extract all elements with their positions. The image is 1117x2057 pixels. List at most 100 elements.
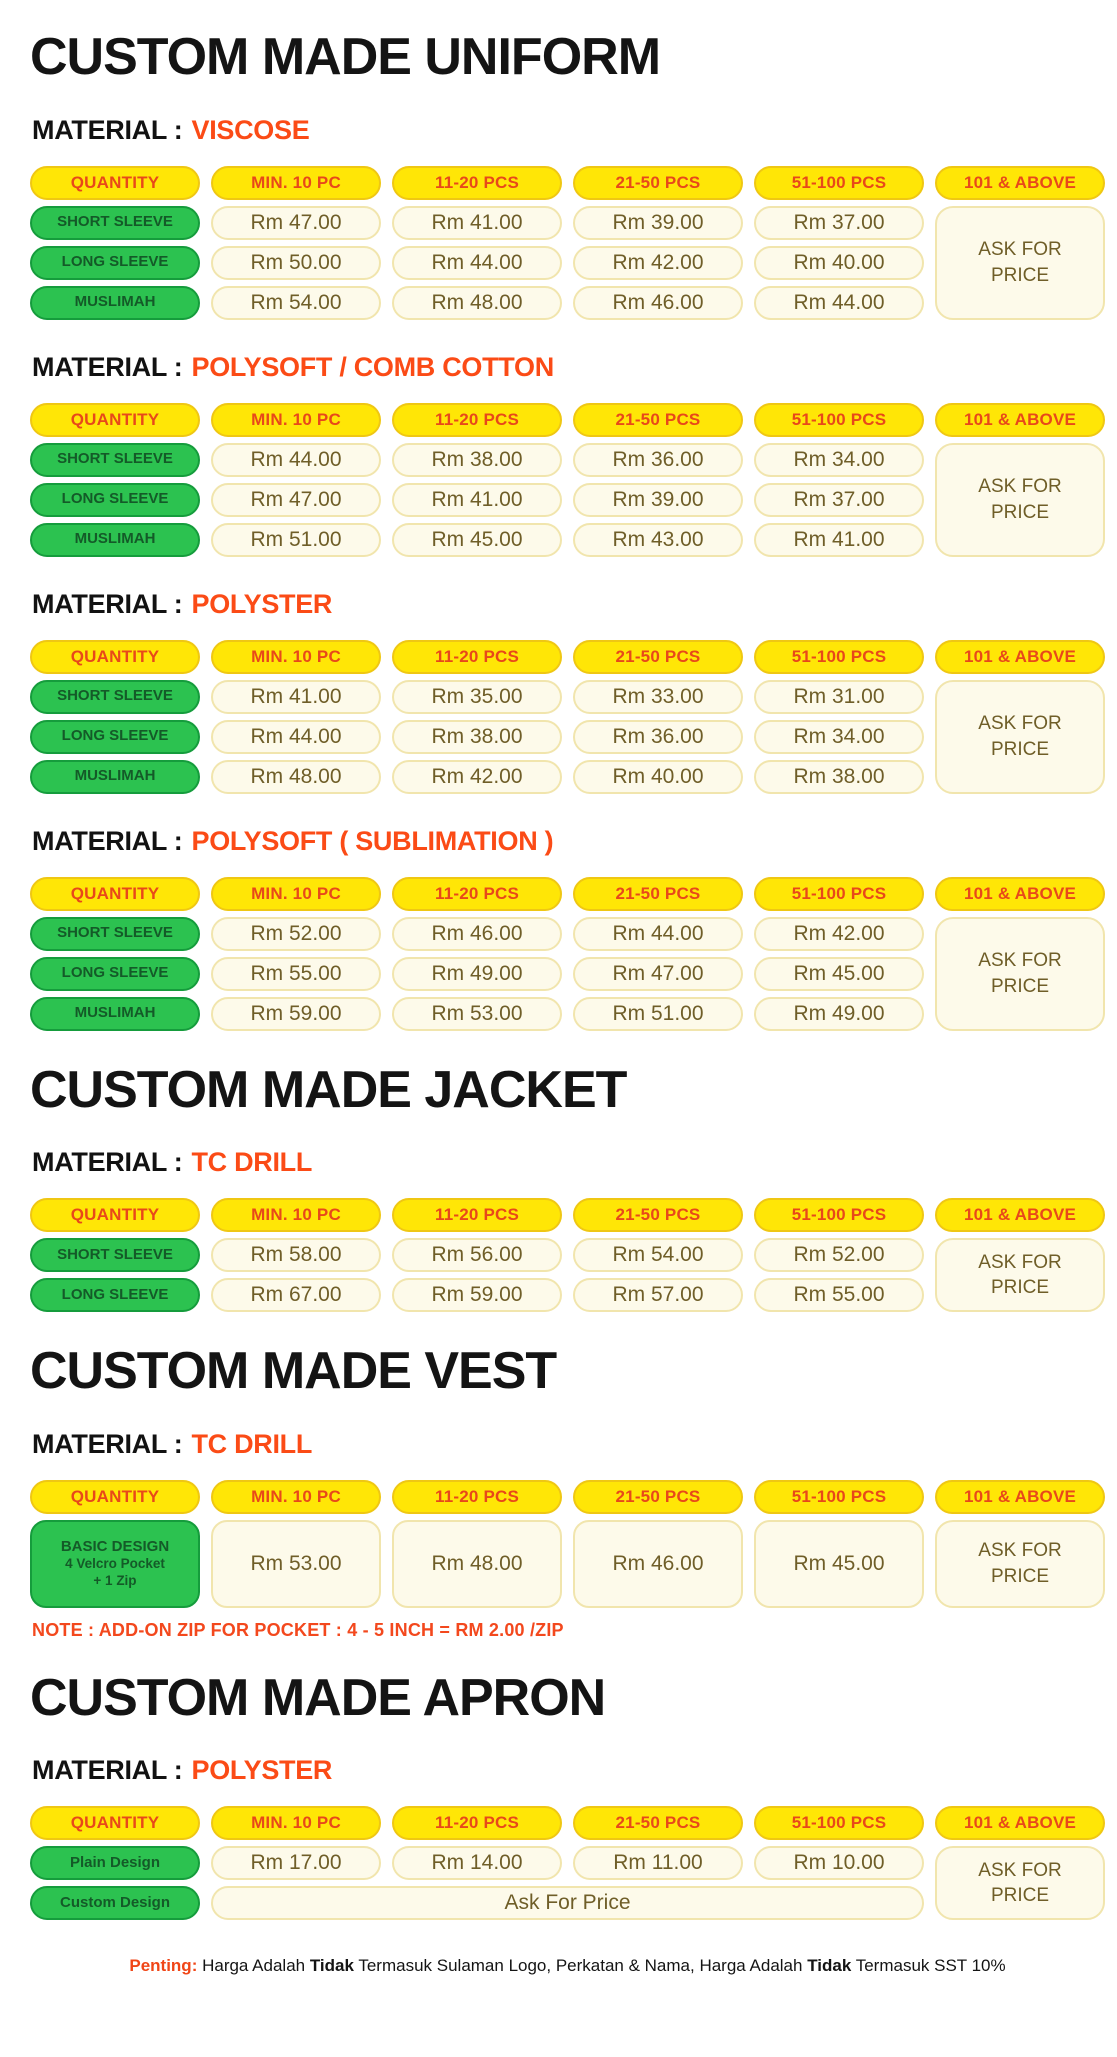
price-cell: Rm 59.00 [392,1278,562,1313]
price-cell: Rm 49.00 [754,996,924,1031]
ask-for-price-cell: ASK FOR PRICE [935,916,1105,1031]
row-label: LONG SLEEVE [30,956,200,991]
price-cell: Rm 38.00 [392,719,562,754]
column-header: QUANTITY [30,1479,200,1514]
column-header: 11-20 PCS [392,1198,562,1233]
column-header: 21-50 PCS [573,1806,743,1841]
price-cell: Rm 14.00 [392,1846,562,1881]
row-label-text: LONG SLEEVE [61,727,169,745]
price-table: QUANTITY MIN. 10 PC 11-20 PCS 21-50 PCS 51-1… [30,876,1105,1031]
row-label-text: LONG SLEEVE [61,1285,169,1303]
price-cell: Rm 47.00 [211,205,381,240]
column-header: 101 & ABOVE [935,402,1105,437]
price-cell: Rm 48.00 [211,759,381,794]
column-header: 101 & ABOVE [935,1198,1105,1233]
price-cell: Rm 38.00 [392,442,562,477]
price-cell: Rm 67.00 [211,1278,381,1313]
price-cell: Rm 43.00 [573,522,743,557]
row-label-text: SHORT SLEEVE [57,924,173,942]
material-name: POLYSOFT / COMB COTTON [191,351,554,382]
column-header: MIN. 10 PC [211,1806,381,1841]
row-label: LONG SLEEVE [30,1278,200,1313]
row-label-text: MUSLIMAH [74,1004,156,1022]
price-cell: Rm 35.00 [392,679,562,714]
price-cell: Rm 39.00 [573,482,743,517]
row-label-text: SHORT SLEEVE [57,687,173,705]
price-cell: Rm 42.00 [392,759,562,794]
column-header: 11-20 PCS [392,639,562,674]
price-cell: Rm 58.00 [211,1238,381,1273]
ask-for-price-cell: ASK FOR PRICE [935,1238,1105,1313]
material-name: TC DRILL [191,1428,313,1459]
price-list-page: CUSTOM MADE UNIFORM MATERIAL : VISCOSE QUAN… [30,30,1105,1976]
row-label: SHORT SLEEVE [30,679,200,714]
material-label: MATERIAL : [32,825,183,856]
row-label-text: BASIC DESIGN [60,1537,170,1555]
price-cell: Rm 55.00 [211,956,381,991]
column-header: 51-100 PCS [754,402,924,437]
section-title: CUSTOM MADE VEST [30,1342,557,1401]
ask-for-price-line: ASK FOR [978,238,1062,260]
column-header: 101 & ABOVE [935,165,1105,200]
column-header: QUANTITY [30,165,200,200]
price-cell: Rm 54.00 [573,1238,743,1273]
material-line: MATERIAL : POLYSTER [32,1755,1105,1786]
ask-for-price-line: ASK FOR [978,1251,1062,1273]
price-cell: Rm 59.00 [211,996,381,1031]
price-cell: Rm 10.00 [754,1846,924,1881]
ask-for-price-cell: ASK FOR PRICE [935,205,1105,320]
price-cell: Rm 53.00 [392,996,562,1031]
column-header: 51-100 PCS [754,1479,924,1514]
row-label: MUSLIMAH [30,759,200,794]
footer-text: Termasuk Sulaman Logo, Perkatan & Nama, … [353,1956,808,1976]
column-header: 21-50 PCS [573,1198,743,1233]
column-header: 11-20 PCS [392,165,562,200]
material-line: MATERIAL : TC DRILL [32,1429,1105,1460]
footer-bold-tidak: Tidak [309,1956,354,1976]
price-cell: Rm 39.00 [573,205,743,240]
row-label: Plain Design [30,1846,200,1881]
ask-for-price-cell: ASK FOR PRICE [935,442,1105,557]
section-custom-made-uniform: CUSTOM MADE UNIFORM MATERIAL : VISCOSE QUAN… [30,30,1105,1031]
column-header: MIN. 10 PC [211,1479,381,1514]
material-label: MATERIAL : [32,114,183,145]
row-label: MUSLIMAH [30,522,200,557]
price-cell: Rm 37.00 [754,482,924,517]
price-table: QUANTITY MIN. 10 PC 11-20 PCS 21-50 PCS 51-1… [30,1806,1105,1921]
column-header: 101 & ABOVE [935,876,1105,911]
material-line: MATERIAL : POLYSOFT ( SUBLIMATION ) [32,826,1105,857]
material-name: POLYSTER [191,588,333,619]
section-title: CUSTOM MADE APRON [30,1668,606,1727]
sections-container: CUSTOM MADE UNIFORM MATERIAL : VISCOSE QUAN… [30,30,1105,1921]
price-cell: Rm 51.00 [573,996,743,1031]
column-header: MIN. 10 PC [211,876,381,911]
price-cell: Rm 33.00 [573,679,743,714]
section-title: CUSTOM MADE UNIFORM [30,28,661,86]
price-cell: Rm 52.00 [211,916,381,951]
price-cell: Rm 38.00 [754,759,924,794]
row-label-text: MUSLIMAH [74,530,156,548]
price-cell: Rm 49.00 [392,956,562,991]
row-label: LONG SLEEVE [30,719,200,754]
column-header: MIN. 10 PC [211,402,381,437]
row-label-text: LONG SLEEVE [61,964,169,982]
column-header: QUANTITY [30,402,200,437]
material-name: POLYSTER [191,1755,333,1786]
material-name: VISCOSE [191,114,310,145]
price-cell: Rm 44.00 [754,285,924,320]
price-cell: Rm 44.00 [211,442,381,477]
ask-for-price-line: PRICE [990,1565,1050,1587]
price-cell: Rm 48.00 [392,285,562,320]
column-header: 101 & ABOVE [935,1806,1105,1841]
price-cell: Rm 42.00 [573,245,743,280]
ask-for-price-line: ASK FOR [978,949,1062,971]
material-label: MATERIAL : [32,1147,183,1178]
column-header: 11-20 PCS [392,1479,562,1514]
ask-for-price-cell: ASK FOR PRICE [935,1519,1105,1608]
column-header: QUANTITY [30,1198,200,1233]
row-label-text: SHORT SLEEVE [57,1245,173,1263]
row-label: LONG SLEEVE [30,245,200,280]
column-header: 11-20 PCS [392,876,562,911]
price-cell: Rm 53.00 [211,1519,381,1608]
material-label: MATERIAL : [32,1428,183,1459]
